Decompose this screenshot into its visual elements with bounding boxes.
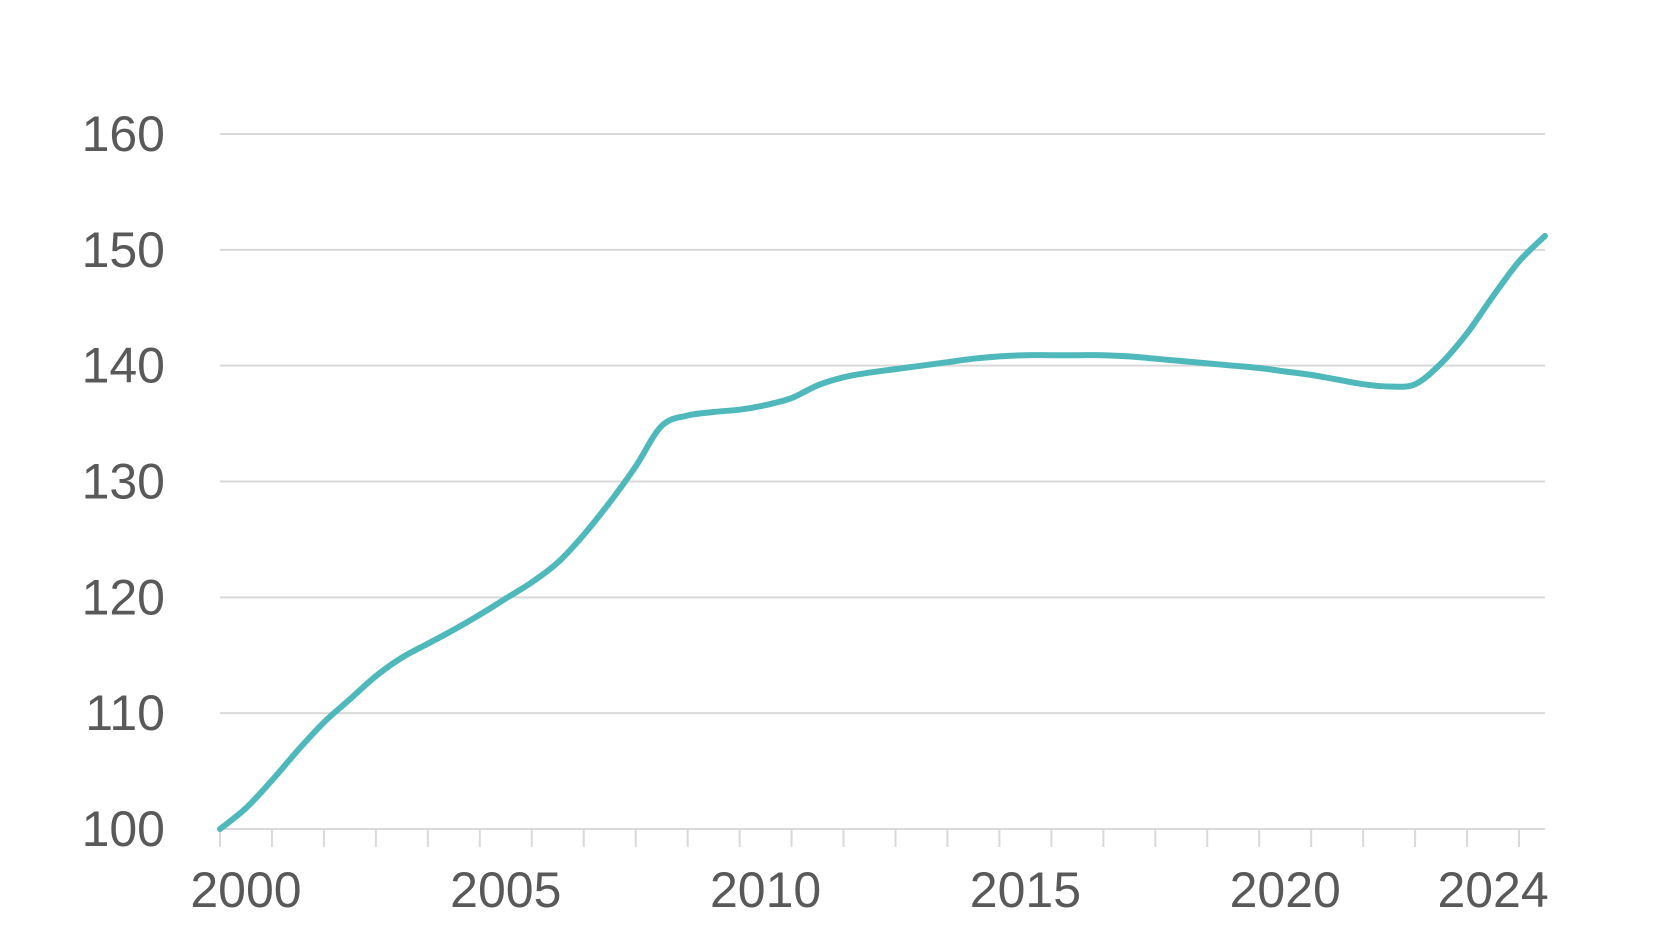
y-axis-labels: 100 110 120 130 140 150 160: [82, 106, 165, 857]
x-tick-label-2000: 2000: [190, 862, 301, 918]
x-tick-label-2005: 2005: [450, 862, 561, 918]
y-tick-label-130: 130: [82, 454, 165, 510]
gridlines: [220, 133, 1545, 715]
y-tick-label-120: 120: [82, 569, 165, 625]
x-tick-label-2010: 2010: [710, 862, 821, 918]
series-line-0: [217, 232, 1548, 832]
x-tick-label-2020: 2020: [1230, 862, 1341, 918]
y-tick-label-110: 110: [85, 685, 165, 741]
y-tick-label-150: 150: [82, 222, 165, 278]
y-tick-label-160: 160: [82, 106, 165, 162]
x-axis-labels: 2000 2005 2010 2015 2020 2024: [190, 862, 1548, 918]
y-tick-label-140: 140: [82, 338, 165, 394]
y-tick-label-100: 100: [82, 801, 165, 857]
x-tick-label-2015: 2015: [970, 862, 1081, 918]
x-tick-label-2024: 2024: [1437, 862, 1548, 918]
x-axis: [219, 828, 1545, 847]
series-layer: [217, 232, 1548, 832]
